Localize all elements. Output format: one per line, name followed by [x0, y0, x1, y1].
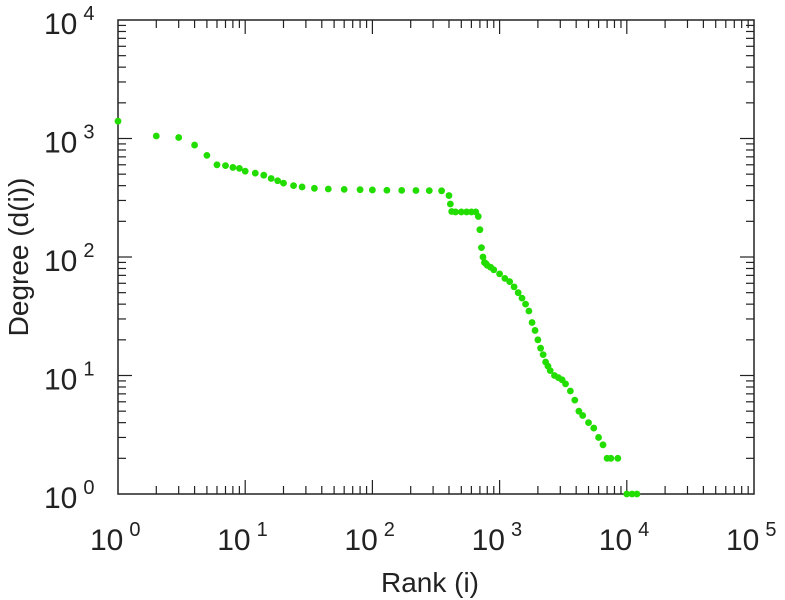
- x-tick-label: 10 4: [599, 519, 650, 557]
- data-point: [528, 319, 536, 326]
- y-tick-label: 10 4: [44, 3, 95, 41]
- data-point: [229, 164, 237, 171]
- data-point: [340, 185, 348, 193]
- plot-frame: [117, 19, 755, 495]
- data-point: [280, 179, 287, 187]
- data-point: [607, 454, 615, 462]
- x-tick-label: 10 0: [90, 519, 141, 557]
- data-point: [152, 132, 160, 140]
- data-point: [571, 396, 579, 404]
- y-minor-ticks: [118, 24, 754, 459]
- data-point: [452, 208, 459, 216]
- data-point: [260, 171, 268, 179]
- data-point: [445, 192, 453, 199]
- data-point: [235, 164, 243, 172]
- y-tick-label: 10 3: [44, 122, 95, 160]
- x-tick-labels: 10 0 10 1 10 2 10 3 10 4 10 5: [90, 519, 777, 557]
- data-point: [490, 266, 498, 274]
- data-point: [510, 283, 518, 291]
- data-point: [628, 490, 636, 498]
- data-point: [425, 187, 433, 195]
- data-point: [203, 152, 211, 159]
- data-point: [633, 490, 641, 498]
- data-point: [525, 307, 533, 315]
- data-point: [546, 367, 554, 374]
- data-point: [566, 387, 574, 395]
- data-point: [476, 226, 484, 234]
- data-point: [585, 419, 592, 427]
- x-tick-label: 10 3: [472, 519, 522, 557]
- data-point: [496, 270, 503, 278]
- data-point: [463, 208, 470, 216]
- y-axis-title: Degree (d(i)): [3, 178, 34, 337]
- data-point: [537, 344, 544, 352]
- data-point: [298, 183, 306, 191]
- data-point: [267, 175, 275, 182]
- y-tick-label: 10 1: [44, 359, 95, 397]
- data-point: [590, 424, 598, 432]
- data-point: [114, 117, 122, 125]
- data-point: [369, 186, 376, 194]
- data-point: [311, 184, 318, 192]
- data-point: [438, 187, 446, 195]
- x-tick-label: 10 2: [344, 519, 395, 557]
- data-point: [213, 161, 221, 169]
- x-tick-label: 10 1: [217, 519, 268, 557]
- data-point: [324, 185, 332, 193]
- x-tick-label: 10 5: [726, 519, 777, 557]
- data-point: [479, 253, 487, 261]
- data-point: [356, 186, 364, 194]
- data-point: [474, 213, 482, 220]
- y-tick-label: 10 0: [44, 477, 95, 515]
- data-point: [518, 294, 526, 302]
- data-point: [595, 434, 602, 441]
- data-point: [539, 351, 547, 359]
- data-point: [501, 274, 509, 282]
- data-point: [383, 186, 391, 194]
- data-point: [562, 380, 569, 388]
- data-point: [222, 162, 229, 170]
- data-point: [534, 336, 542, 344]
- data-point: [191, 141, 198, 149]
- data-point: [241, 167, 249, 175]
- x-axis-title: Rank (i): [381, 567, 479, 598]
- data-point: [531, 327, 539, 334]
- data-point: [412, 187, 420, 194]
- data-point: [579, 412, 587, 419]
- data-point: [446, 200, 454, 208]
- data-point: [274, 177, 282, 185]
- data-point: [251, 169, 259, 177]
- data-points: [114, 117, 641, 498]
- x-minor-ticks: [155, 20, 749, 494]
- data-point: [175, 134, 183, 141]
- data-point: [614, 454, 622, 462]
- data-point: [290, 182, 297, 190]
- data-point: [478, 244, 485, 252]
- data-point: [522, 300, 529, 308]
- data-point: [506, 278, 514, 286]
- data-point: [398, 186, 406, 194]
- data-point: [623, 490, 631, 498]
- data-point: [599, 441, 607, 449]
- y-tick-label: 10 2: [44, 240, 95, 278]
- data-point: [514, 289, 522, 297]
- data-point: [457, 208, 465, 216]
